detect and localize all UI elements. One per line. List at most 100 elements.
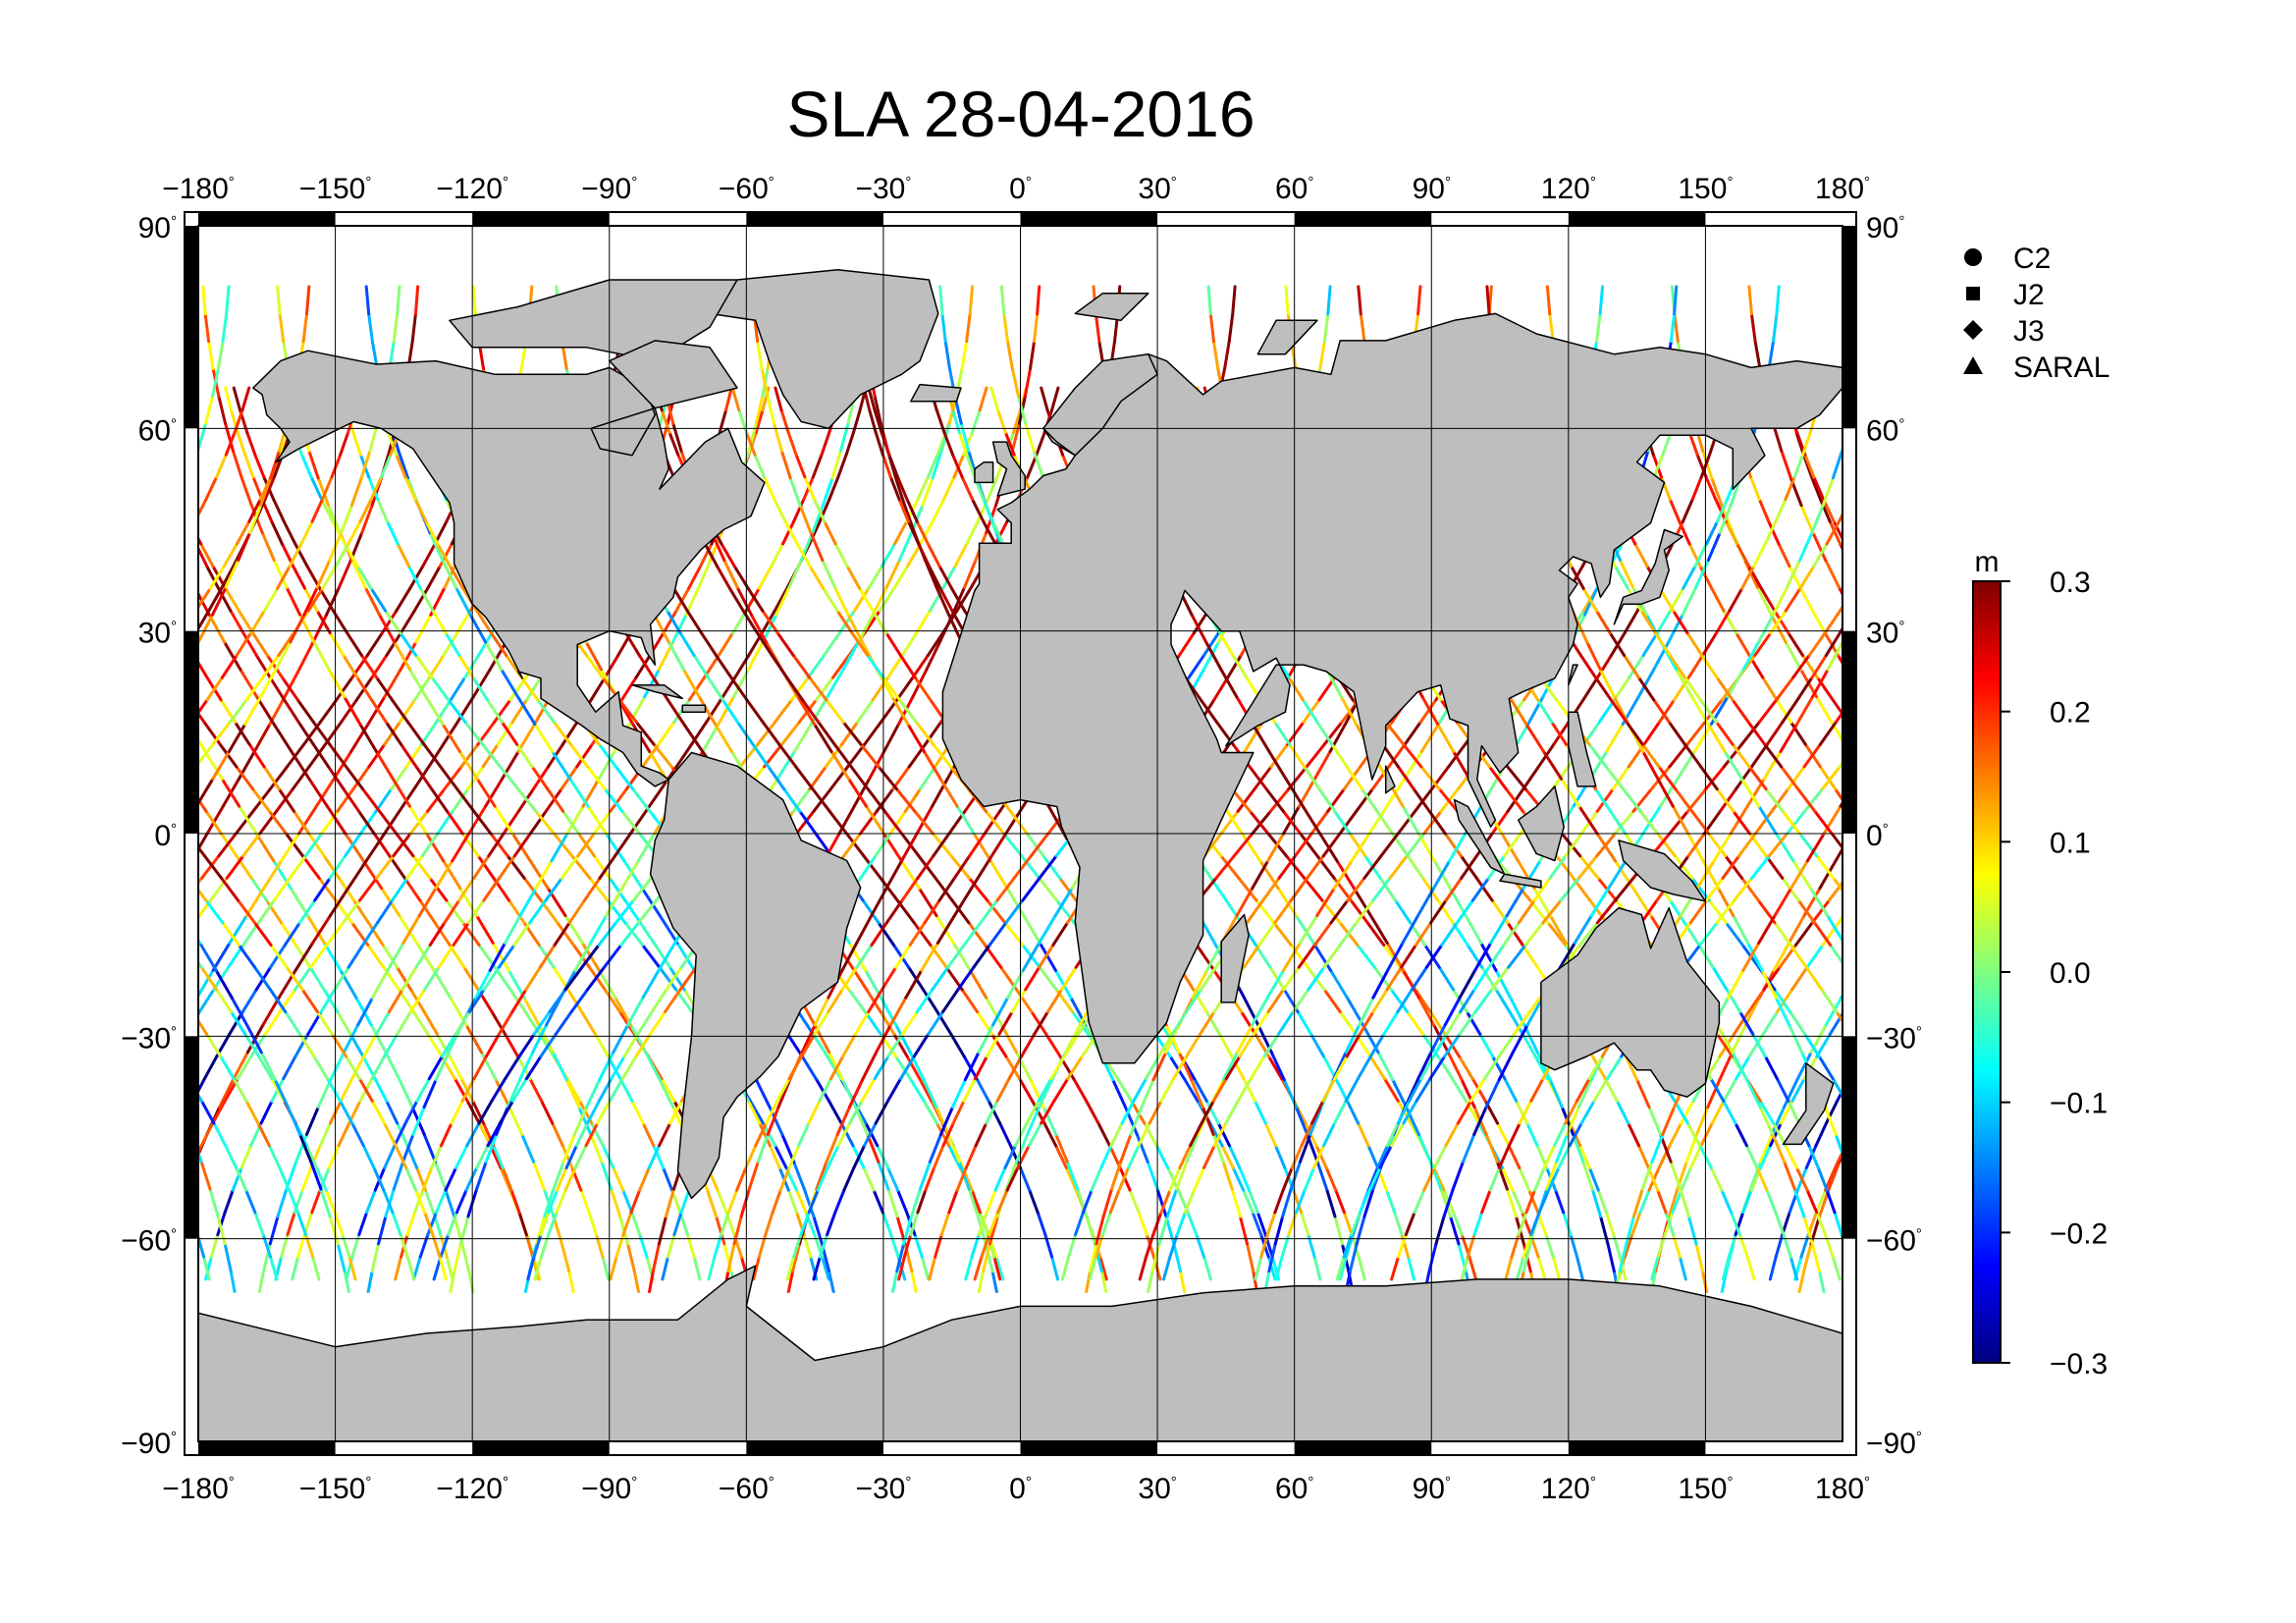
track-segment	[603, 988, 622, 1014]
track-segment	[2127, 744, 2145, 767]
track-segment	[2152, 1080, 2163, 1108]
track-segment	[592, 809, 613, 836]
track-segment	[2220, 1123, 2231, 1146]
track-segment	[2249, 789, 2267, 812]
track-segment	[489, 631, 508, 657]
track-segment	[254, 653, 272, 679]
track-segment	[2182, 700, 2199, 723]
track-segment	[2089, 560, 2102, 587]
track-segment	[657, 941, 677, 972]
track-segment	[2180, 455, 2188, 477]
track-segment	[455, 609, 472, 635]
track-segment	[2127, 744, 2142, 767]
track-segment	[2142, 723, 2157, 745]
track-segment	[420, 832, 440, 858]
track-segment	[2095, 998, 2110, 1025]
track-segment	[364, 832, 387, 863]
track-segment	[2100, 410, 2108, 433]
track-segment	[565, 804, 585, 836]
track-segment	[236, 430, 247, 457]
track-segment	[1973, 506, 1985, 533]
track-segment	[2157, 700, 2171, 723]
track-segment	[2046, 744, 2060, 767]
track-segment	[253, 453, 266, 479]
track-segment	[2007, 923, 2022, 946]
track-segment	[618, 1010, 636, 1036]
track-segment	[2157, 478, 2166, 506]
track-segment	[2011, 1190, 2020, 1213]
track-segment	[1977, 521, 1989, 544]
track-segment	[333, 965, 350, 992]
track-segment	[551, 749, 572, 781]
track-segment	[351, 430, 362, 457]
track-segment	[427, 653, 446, 679]
track-segment	[2189, 1189, 2198, 1217]
track-segment	[1962, 478, 1972, 506]
track-segment	[370, 968, 390, 1000]
track-segment	[398, 1078, 414, 1109]
track-segment	[223, 640, 242, 672]
track-segment	[2047, 779, 2064, 806]
track-segment	[2069, 1190, 2077, 1213]
track-segment	[2111, 1123, 2123, 1146]
track-segment	[2038, 1162, 2047, 1189]
track-segment	[547, 1188, 560, 1215]
track-segment	[350, 1055, 366, 1081]
track-segment	[471, 668, 492, 699]
track-segment	[358, 723, 378, 753]
track-segment	[265, 898, 284, 925]
track-segment	[1630, 1211, 1642, 1237]
track-segment	[881, 542, 897, 568]
track-segment	[327, 765, 346, 791]
track-segment	[1934, 856, 1949, 879]
track-segment	[2176, 432, 2184, 455]
track-segment	[30, 314, 33, 342]
track-segment	[900, 631, 919, 657]
track-segment	[1932, 1213, 1939, 1235]
track-segment	[1787, 914, 1806, 945]
track-segment	[2290, 1053, 2296, 1080]
track-segment	[544, 876, 563, 902]
track-segment	[2236, 723, 2251, 745]
track-segment	[2185, 1213, 2193, 1235]
track-segment	[315, 609, 332, 635]
track-segment	[1902, 900, 1918, 923]
track-segment	[2094, 1056, 2106, 1079]
track-segment	[2059, 500, 2070, 522]
track-segment	[2098, 923, 2112, 946]
track-segment	[623, 921, 645, 947]
track-segment	[2207, 723, 2221, 745]
track-segment	[563, 965, 584, 992]
track-segment	[2249, 990, 2264, 1012]
track-segment	[1846, 856, 1863, 879]
track-segment	[2259, 725, 2274, 752]
track-segment	[199, 542, 215, 568]
track-segment	[564, 1144, 578, 1169]
track-segment	[1028, 1188, 1040, 1215]
track-segment	[2144, 856, 2160, 879]
track-segment	[406, 721, 426, 746]
track-segment	[2184, 945, 2199, 967]
track-segment	[1930, 410, 1938, 433]
track-segment	[2041, 455, 2050, 477]
track-segment	[292, 809, 311, 836]
track-segment	[856, 698, 875, 725]
track-segment	[701, 723, 721, 753]
track-segment	[2161, 567, 2172, 589]
track-segment	[830, 449, 843, 480]
track-segment	[552, 1160, 565, 1191]
track-segment	[278, 312, 286, 344]
track-segment	[1938, 811, 1952, 834]
track-segment	[926, 631, 944, 657]
track-segment	[770, 542, 785, 568]
track-segment	[2089, 767, 2106, 789]
track-segment	[318, 586, 335, 613]
track-segment	[1857, 567, 1870, 589]
track-segment	[1929, 923, 1944, 946]
track-segment	[1916, 1079, 1928, 1102]
track-segment	[1951, 916, 1968, 944]
track-segment	[617, 698, 638, 725]
track-segment	[2132, 700, 2147, 723]
track-segment	[2203, 587, 2216, 615]
track-segment	[821, 1255, 830, 1281]
